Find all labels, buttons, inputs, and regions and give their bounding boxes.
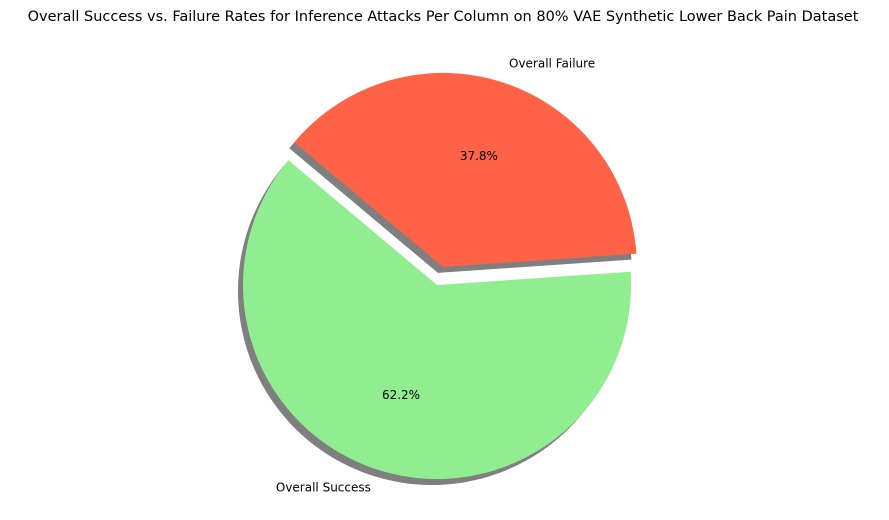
percent-label-overall-failure: 37.8% (460, 149, 498, 163)
slice-label-overall-success: Overall Success (276, 480, 371, 494)
slice-overall-success (243, 160, 632, 479)
percent-label-overall-success: 62.2% (382, 388, 420, 402)
chart-title: Overall Success vs. Failure Rates for In… (27, 9, 859, 25)
slice-label-overall-failure: Overall Failure (509, 57, 595, 71)
pie-label-layer: 62.2% Overall Success 37.8% Overall Failure (276, 57, 595, 495)
pie-slice-layer (243, 72, 637, 479)
slice-overall-failure (294, 72, 637, 267)
